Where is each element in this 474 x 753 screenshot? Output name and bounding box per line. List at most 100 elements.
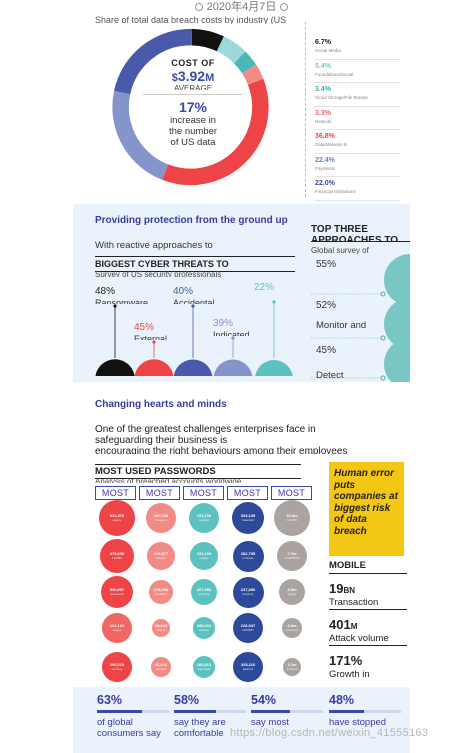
stat-label: Transaction (329, 597, 407, 610)
consumer-pct: 58% (174, 693, 200, 707)
stat-item: 19BN Transaction (329, 582, 407, 610)
threat-name: Ransomware (95, 298, 149, 304)
threats-chart: 48% Ransomware 45% External 40% Accidental 39%… (93, 276, 298, 376)
threat-name: External (134, 334, 168, 340)
most-tab[interactable]: MOST (95, 486, 136, 500)
consumer-stat: 58% say they are comfortable (174, 693, 246, 739)
passwords-subheading: Analysis of breached accounts worldwide (95, 477, 242, 483)
most-tab[interactable]: MOST (183, 486, 224, 500)
increase-pct: 17% (178, 99, 208, 115)
donut-segment (114, 28, 193, 95)
cost-section-cut-text: Share of total data breach costs by indu… (95, 16, 287, 24)
most-tab[interactable]: MOST (271, 486, 312, 500)
threat-name: Indicated (213, 330, 250, 336)
date-bar: 2020年4月7日 (73, 0, 410, 14)
legend-item: 22.0% Financial Institutions (315, 177, 400, 201)
password-bubble: 267,083 welcome (191, 579, 217, 605)
password-word: princess (242, 556, 254, 560)
threat-pct: 45% (134, 322, 155, 333)
cost-donut-chart (112, 28, 269, 186)
most-tab[interactable]: MOST (227, 486, 268, 500)
consumer-text: say they are comfortable (174, 717, 226, 739)
password-count: 325,116 (240, 662, 256, 667)
password-count: 247,850 (240, 587, 256, 592)
password-count: 216,677 (153, 551, 169, 556)
password-bubble: 160,723 iloveyou (146, 503, 176, 533)
watermark: https://blog.csdn.net/weixin_41555163 (230, 727, 429, 739)
password-word: welcome (198, 592, 210, 596)
threat-pct: 40% (173, 286, 194, 297)
increase-text: increase in the number of US data (168, 115, 218, 148)
approach-pct: 45% (316, 345, 337, 356)
stat-number: 401M (329, 617, 358, 632)
threat-dot (191, 304, 195, 308)
password-bubble: 3.1m 1111111 (283, 658, 301, 676)
legend-value: 36.8% (315, 133, 335, 140)
password-bubble: 3.6m password (282, 618, 302, 638)
consumer-stat: 63% of global consumers say (97, 693, 169, 739)
section-title: Changing hearts and minds (95, 399, 227, 410)
infographic-page[interactable]: Share of total data breach costs by indu… (73, 14, 410, 753)
quote-box: Human error puts companies at biggest ri… (329, 462, 404, 556)
password-word: password (285, 628, 299, 632)
consumer-text: of global consumers say (97, 717, 161, 739)
password-count: 226,947 (240, 623, 256, 628)
stats-title: MOBILE (329, 560, 407, 574)
password-bubble: 479,235 123456 (100, 539, 134, 573)
legend-value: 3.3% (315, 109, 331, 117)
password-word: master (199, 556, 209, 560)
approach-pct: 55% (316, 259, 337, 270)
password-word: qwerty (112, 518, 122, 522)
threats-subheading: Survey of US security professionals (95, 270, 222, 277)
consumer-bar (251, 710, 323, 713)
password-count: 160,723 (153, 513, 169, 518)
password-word: sunshine (154, 592, 167, 596)
consumer-bar (97, 710, 169, 713)
password-bubble: 226,947 1234567 (233, 613, 263, 643)
approach-name: Monitor and (316, 320, 367, 331)
password-bubble: 160,813 superman (193, 656, 215, 678)
legend-item: 3.3% Network (315, 107, 400, 130)
legend-item: 22.4% Payments (315, 154, 400, 177)
password-word: 111111 (156, 628, 166, 632)
password-bubble: 180,021 shadow (193, 617, 215, 639)
top-three-panel: TOP THREE APPROACHES TO Global survey of… (311, 224, 410, 382)
consumer-bar (329, 710, 401, 713)
password-word: abc123 (156, 556, 166, 560)
threat-pct: 48% (95, 286, 116, 297)
password-word: 123456 (111, 556, 122, 560)
consumer-bar-fill (174, 710, 216, 713)
password-bubble: 124,121 dragon (102, 613, 132, 643)
password-count: 19,443 (154, 623, 168, 628)
most-tab[interactable]: MOST (139, 486, 180, 500)
legend-label: Foundations/Social (315, 71, 354, 77)
password-bubble: 193,700 football (189, 503, 219, 533)
consumer-pct: 48% (329, 693, 355, 707)
threat-dot (113, 304, 117, 308)
password-word: password (110, 592, 124, 596)
password-word: superman (197, 667, 211, 671)
password-bubble: 282,795 princess (232, 540, 264, 572)
legend-item: 36.8% Data/Malware B (315, 130, 400, 154)
password-bubble: 151,104 master (190, 542, 218, 570)
stat-number: 171% (329, 653, 363, 668)
password-count: 7.7m (287, 551, 297, 556)
password-bubble: 216,677 abc123 (147, 542, 175, 570)
threat-bubble (95, 359, 135, 376)
password-bubble: 325,116 qwerty1 (233, 652, 263, 682)
password-bubble: 178,093 sunshine (149, 580, 173, 604)
consumer-stat: 48% have stopped (329, 693, 401, 739)
password-count: 330,057 (109, 587, 125, 592)
donut-segment (162, 78, 269, 186)
password-word: 123456789 (284, 556, 300, 560)
donut-segment (191, 28, 224, 52)
password-count: 40,613 (154, 662, 168, 667)
approach-bubble (384, 298, 410, 350)
password-count: 3.8m (287, 587, 297, 592)
legend-value: 5.4% (315, 62, 331, 70)
cost-sub: AVERAGE (173, 84, 213, 90)
approach-bubble (384, 338, 410, 382)
consumer-text: have stopped (329, 717, 387, 728)
divider (305, 22, 306, 197)
password-bubble: 40,613 letmein (151, 657, 171, 677)
